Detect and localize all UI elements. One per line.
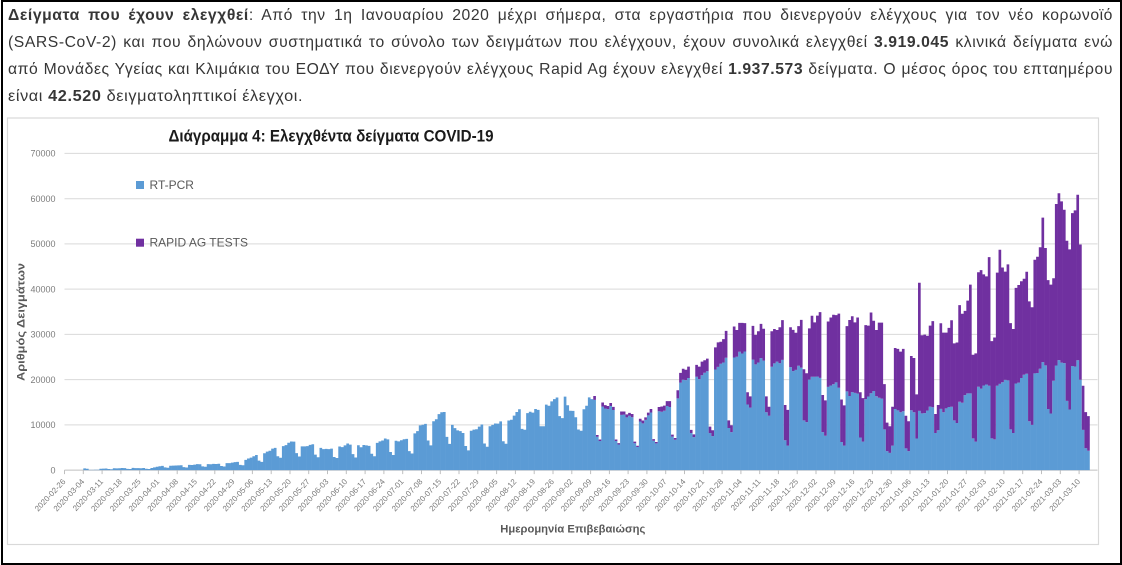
svg-text:Αριθμός Δειγμάτων: Αριθμός Δειγμάτων xyxy=(16,263,28,381)
svg-text:Διάγραμμα 4: Ελεγχθέντα δείγμα: Διάγραμμα 4: Ελεγχθέντα δείγματα COVID-1… xyxy=(169,128,494,146)
svg-text:RT-PCR: RT-PCR xyxy=(150,178,195,192)
svg-text:30000: 30000 xyxy=(30,330,55,340)
svg-text:70000: 70000 xyxy=(30,149,55,159)
svg-text:60000: 60000 xyxy=(30,194,55,204)
svg-text:10000: 10000 xyxy=(30,420,55,430)
svg-text:Ημερομηνία Επιβεβαιώσης: Ημερομηνία Επιβεβαιώσης xyxy=(500,524,645,536)
svg-text:40000: 40000 xyxy=(30,284,55,294)
svg-text:0: 0 xyxy=(50,465,55,475)
svg-text:50000: 50000 xyxy=(30,239,55,249)
svg-text:20000: 20000 xyxy=(30,375,55,385)
svg-text:RAPID AG TESTS: RAPID AG TESTS xyxy=(150,236,248,250)
